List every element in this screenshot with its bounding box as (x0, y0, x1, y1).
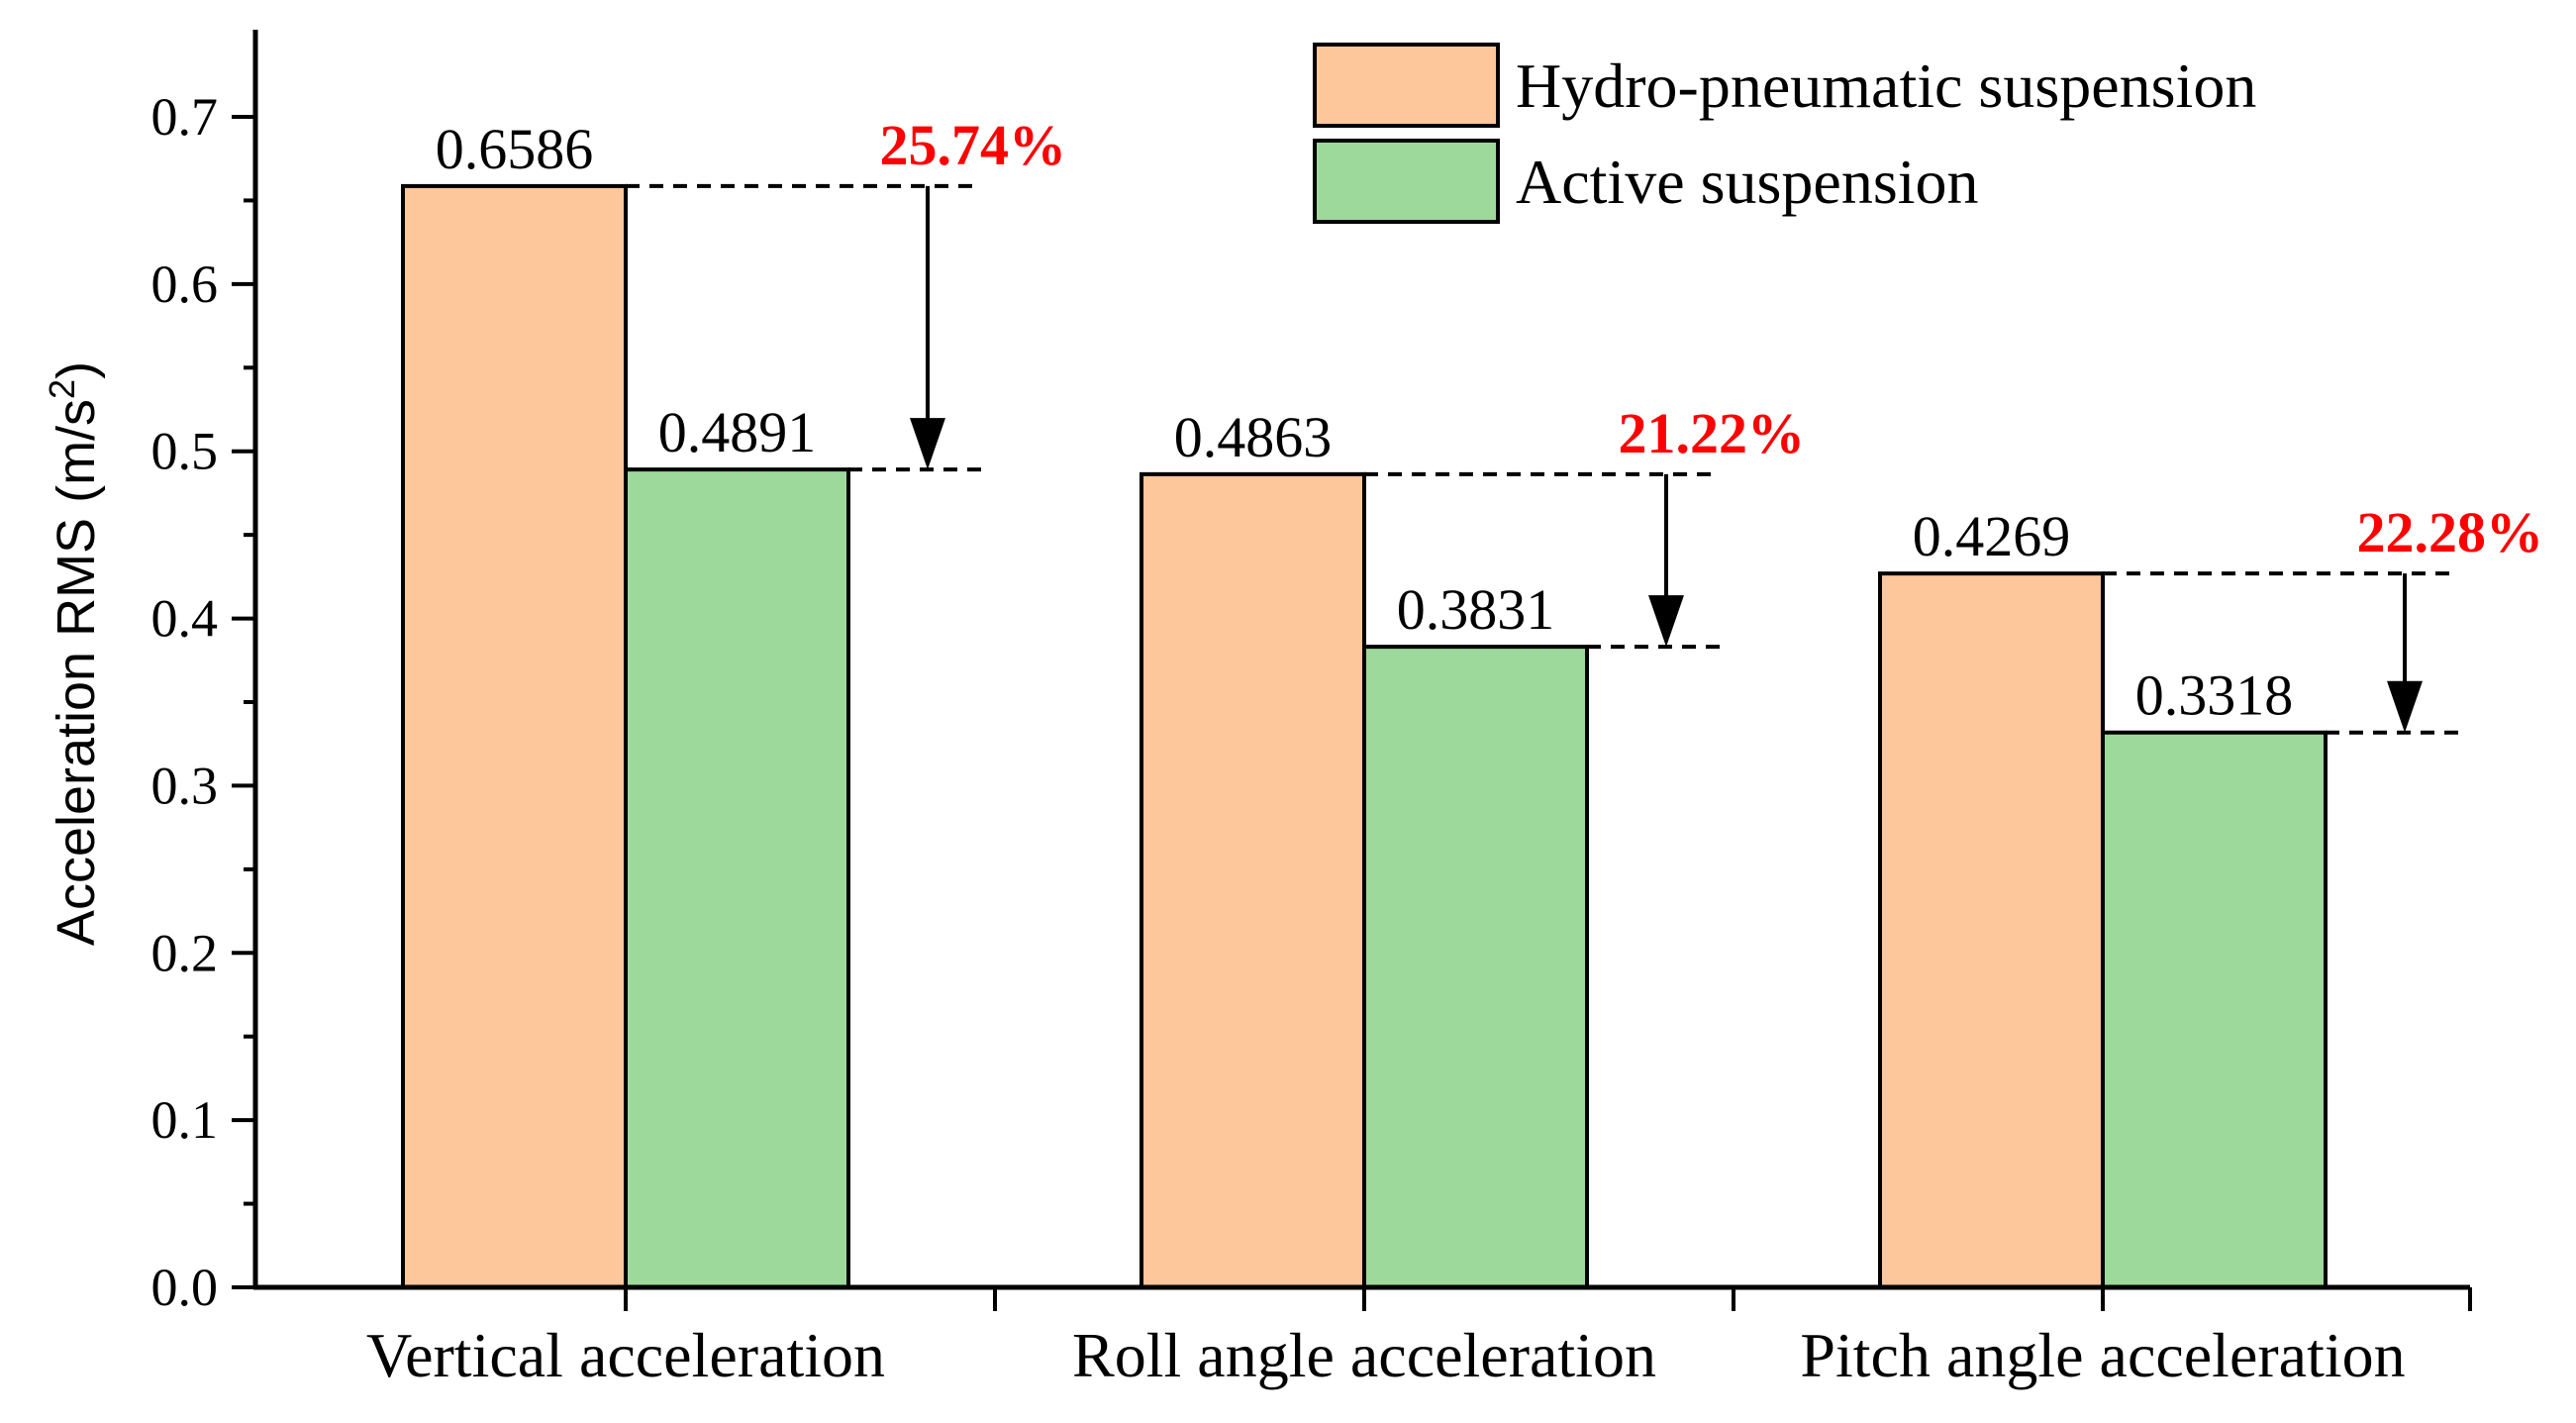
bar-active-1 (1362, 645, 1589, 1289)
value-label-active-2: 0.3318 (2135, 663, 2294, 728)
y-axis-label: Acceleration RMS (m/s2) (42, 361, 106, 946)
y-axis-label-close: ) (47, 361, 106, 379)
value-label-hydro-2: 0.4269 (1913, 504, 2071, 568)
y-tick-label-7: 0.7 (151, 87, 219, 147)
reduction-label-2: 22.28% (2357, 500, 2544, 564)
reduction-arrow-head-2 (2387, 680, 2423, 733)
bar-active-0 (624, 467, 850, 1290)
reduction-arrow-head-1 (1648, 595, 1684, 648)
category-label-0: Vertical acceleration (366, 1320, 885, 1390)
reduction-label-0: 25.74% (880, 113, 1067, 177)
y-tick-label-0: 0.0 (151, 1258, 219, 1317)
y-tick-label-3: 0.3 (151, 756, 219, 815)
reduction-arrow-head-0 (910, 418, 945, 470)
y-tick-label-2: 0.2 (151, 923, 219, 982)
legend-label-active: Active suspension (1516, 147, 1979, 217)
reduction-label-1: 21.22% (1619, 401, 1806, 465)
bar-hydro-0 (401, 183, 628, 1289)
y-axis-label-text: Acceleration RMS (m/s (47, 399, 106, 946)
value-label-hydro-0: 0.6586 (436, 117, 594, 181)
bar-hydro-1 (1139, 471, 1366, 1289)
y-tick-label-6: 0.6 (151, 254, 219, 314)
y-axis-label-superscript: 2 (42, 379, 82, 399)
value-label-active-1: 0.3831 (1397, 577, 1555, 642)
bar-active-2 (2101, 730, 2328, 1289)
legend-swatch-hydro (1313, 43, 1500, 128)
value-label-active-0: 0.4891 (658, 400, 817, 464)
y-tick-label-4: 0.4 (151, 589, 219, 649)
value-label-hydro-1: 0.4863 (1174, 405, 1333, 469)
category-label-1: Roll angle acceleration (1072, 1320, 1656, 1390)
bar-hydro-2 (1878, 571, 2105, 1289)
legend-swatch-active (1313, 139, 1500, 224)
category-label-2: Pitch angle acceleration (1800, 1320, 2405, 1390)
y-tick-label-1: 0.1 (151, 1090, 219, 1150)
legend-label-hydro: Hydro-pneumatic suspension (1516, 51, 2256, 121)
y-tick-label-5: 0.5 (151, 422, 219, 481)
